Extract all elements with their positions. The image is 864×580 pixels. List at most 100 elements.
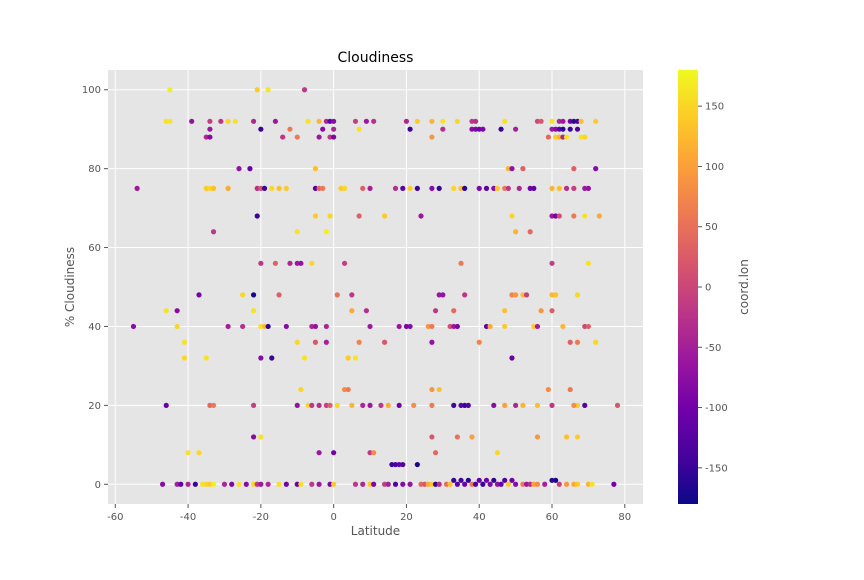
scatter-point bbox=[429, 434, 435, 440]
scatter-point bbox=[250, 118, 257, 124]
scatter-point bbox=[360, 402, 366, 408]
scatter-point bbox=[527, 229, 533, 235]
scatter-point bbox=[411, 402, 417, 408]
scatter-point bbox=[181, 355, 188, 361]
scatter-point bbox=[494, 481, 501, 487]
scatter-point bbox=[210, 481, 217, 487]
scatter-point bbox=[429, 323, 435, 330]
scatter-point bbox=[502, 308, 508, 314]
scatter-point bbox=[563, 481, 570, 487]
scatter-point bbox=[203, 355, 209, 361]
scatter-point bbox=[553, 213, 559, 219]
colorbar-tick-label: 50 bbox=[705, 222, 718, 233]
scatter-point bbox=[345, 386, 351, 393]
scatter-point bbox=[462, 292, 468, 298]
scatter-point bbox=[534, 434, 541, 440]
scatter-point bbox=[225, 323, 231, 330]
scatter-point bbox=[574, 434, 581, 440]
scatter-point bbox=[312, 185, 319, 191]
scatter-point bbox=[418, 481, 424, 487]
scatter-point bbox=[283, 481, 289, 487]
scatter-point bbox=[429, 339, 435, 345]
scatter-point bbox=[189, 118, 195, 124]
scatter-point bbox=[341, 386, 348, 393]
scatter-point bbox=[250, 434, 257, 440]
scatter-point bbox=[454, 481, 460, 487]
scatter-point bbox=[305, 118, 311, 124]
scatter-point bbox=[472, 118, 479, 124]
scatter-point bbox=[491, 477, 497, 483]
scatter-point bbox=[534, 323, 541, 330]
scatter-point bbox=[269, 355, 275, 361]
scatter-point bbox=[174, 481, 180, 487]
plot-area bbox=[108, 70, 643, 504]
scatter-point bbox=[502, 118, 508, 124]
scatter-point bbox=[298, 260, 304, 266]
scatter-point bbox=[283, 323, 289, 330]
scatter-point bbox=[367, 481, 373, 487]
scatter-point bbox=[472, 126, 479, 132]
scatter-point bbox=[341, 185, 348, 191]
scatter-point bbox=[225, 118, 231, 124]
scatter-point bbox=[331, 118, 337, 124]
scatter-point bbox=[392, 481, 399, 487]
scatter-point bbox=[276, 292, 282, 298]
scatter-point bbox=[556, 185, 562, 191]
scatter-point bbox=[549, 118, 555, 124]
scatter-point bbox=[360, 185, 366, 191]
scatter-point bbox=[611, 481, 617, 487]
scatter-point bbox=[392, 461, 399, 468]
scatter-point bbox=[301, 355, 308, 361]
scatter-point bbox=[560, 126, 566, 132]
scatter-point bbox=[349, 308, 355, 314]
scatter-point bbox=[520, 402, 526, 408]
scatter-point bbox=[258, 434, 264, 440]
scatter-point bbox=[429, 481, 435, 487]
scatter-point bbox=[363, 308, 370, 314]
scatter-point bbox=[585, 260, 592, 266]
scatter-point bbox=[254, 481, 260, 487]
scatter-point bbox=[389, 461, 395, 468]
scatter-point bbox=[487, 481, 493, 487]
scatter-point bbox=[367, 323, 373, 330]
scatter-point bbox=[309, 481, 315, 487]
scatter-point bbox=[520, 292, 526, 298]
scatter-point bbox=[218, 118, 224, 124]
scatter-point bbox=[476, 126, 482, 132]
scatter-point bbox=[381, 213, 388, 219]
scatter-point bbox=[476, 185, 482, 191]
scatter-point bbox=[400, 185, 406, 191]
scatter-point bbox=[298, 386, 304, 393]
scatter-point bbox=[585, 323, 592, 330]
scatter-point bbox=[538, 308, 544, 314]
scatter-point bbox=[396, 461, 402, 468]
scatter-point bbox=[367, 450, 373, 456]
scatter-point bbox=[509, 292, 515, 298]
scatter-point bbox=[593, 118, 599, 124]
scatter-point bbox=[574, 481, 581, 487]
scatter-point bbox=[258, 481, 264, 487]
colorbar-tick-label: 100 bbox=[705, 162, 724, 173]
scatter-point bbox=[513, 229, 519, 235]
scatter-point bbox=[414, 118, 420, 124]
scatter-point bbox=[323, 229, 329, 235]
scatter-point bbox=[334, 402, 340, 408]
scatter-point bbox=[229, 481, 235, 487]
scatter-point bbox=[531, 185, 537, 191]
scatter-point bbox=[294, 134, 300, 140]
scatter-point bbox=[352, 355, 359, 361]
scatter-point bbox=[185, 481, 191, 487]
scatter-point bbox=[414, 461, 420, 468]
scatter-point bbox=[476, 477, 482, 483]
scatter-point bbox=[593, 339, 599, 345]
scatter-point bbox=[574, 402, 581, 408]
scatter-point bbox=[429, 185, 435, 191]
scatter-point bbox=[480, 481, 486, 487]
scatter-point bbox=[287, 126, 293, 132]
scatter-point bbox=[250, 308, 257, 314]
colorbar-label: coord.lon bbox=[737, 259, 751, 315]
x-tick-label: 80 bbox=[618, 512, 631, 523]
scatter-point bbox=[363, 118, 370, 124]
scatter-point bbox=[349, 402, 355, 408]
